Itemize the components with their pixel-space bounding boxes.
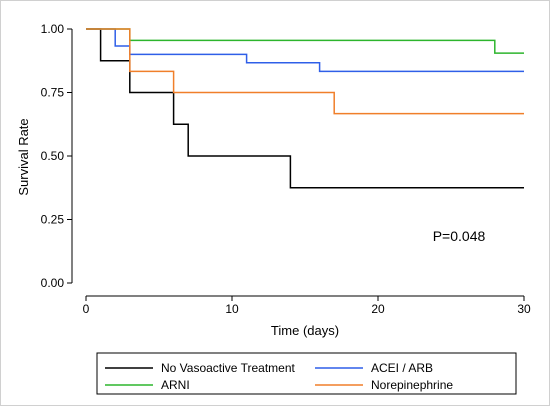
x-tick-label: 30: [517, 302, 531, 316]
legend-label: Norepinephrine: [371, 378, 453, 392]
legend-label: No Vasoactive Treatment: [161, 361, 296, 375]
x-tick-label: 10: [225, 302, 239, 316]
y-axis-label: Survival Rate: [16, 118, 31, 195]
curve-acei-arb: [86, 28, 524, 73]
curve-arni: [86, 28, 524, 54]
survival-curves: [86, 28, 524, 189]
curve-norepinephrine: [86, 28, 524, 115]
y-ticks: 0.00 0.25 0.50 0.75 1.00: [41, 22, 72, 290]
x-tick-label: 20: [371, 302, 385, 316]
x-ticks: 0 10 20 30: [83, 296, 531, 316]
y-tick-label: 0.25: [41, 213, 65, 227]
p-value-annotation: P=0.048: [433, 228, 486, 244]
x-axis-label: Time (days): [271, 323, 339, 338]
y-tick-label: 0.50: [41, 149, 65, 163]
legend-box: [96, 352, 517, 395]
y-tick-label: 0.00: [41, 276, 65, 290]
x-tick-label: 0: [83, 302, 90, 316]
y-tick-label: 0.75: [41, 86, 65, 100]
y-tick-label: 1.00: [41, 22, 65, 36]
legend-label: ACEI / ARB: [371, 361, 433, 375]
axes: [71, 29, 524, 297]
curve-no-vasoactive-treatment: [86, 28, 524, 189]
legend: No Vasoactive Treatment ACEI / ARB ARNI Nor…: [96, 352, 517, 395]
legend-label: ARNI: [161, 378, 190, 392]
